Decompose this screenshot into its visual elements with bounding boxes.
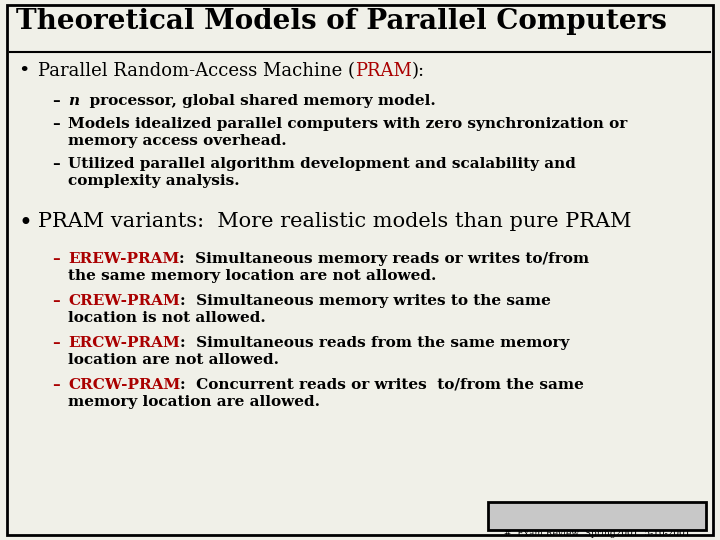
Text: CREW-PRAM: CREW-PRAM <box>68 294 180 308</box>
Text: –: – <box>52 378 60 392</box>
Text: complexity analysis.: complexity analysis. <box>68 174 240 188</box>
Text: :  Simultaneous memory reads or writes to/from: : Simultaneous memory reads or writes to… <box>179 252 590 266</box>
Text: EECC756 - Shaaban: EECC756 - Shaaban <box>497 507 697 525</box>
Text: –: – <box>52 252 60 266</box>
Text: #  Exam Review  Spring2001  5-10-2001: # Exam Review Spring2001 5-10-2001 <box>504 530 690 538</box>
Text: Models idealized parallel computers with zero synchronization or: Models idealized parallel computers with… <box>68 117 627 131</box>
Text: location are not allowed.: location are not allowed. <box>68 353 279 367</box>
Text: –: – <box>52 336 60 350</box>
Text: •: • <box>18 62 30 80</box>
Text: memory access overhead.: memory access overhead. <box>68 134 287 148</box>
Text: :  Concurrent reads or writes  to/from the same: : Concurrent reads or writes to/from the… <box>181 378 584 392</box>
Text: EREW-PRAM: EREW-PRAM <box>68 252 179 266</box>
Text: the same memory location are not allowed.: the same memory location are not allowed… <box>68 269 436 283</box>
Text: PRAM: PRAM <box>355 62 412 80</box>
Text: –: – <box>52 157 60 171</box>
Text: ERCW-PRAM: ERCW-PRAM <box>68 336 180 350</box>
Text: –: – <box>52 117 60 131</box>
Text: •: • <box>18 212 32 235</box>
Text: n: n <box>68 94 79 108</box>
Text: –: – <box>52 294 60 308</box>
Text: Theoretical Models of Parallel Computers: Theoretical Models of Parallel Computers <box>16 8 667 35</box>
Text: Utilized parallel algorithm development and scalability and: Utilized parallel algorithm development … <box>68 157 576 171</box>
Text: processor, global shared memory model.: processor, global shared memory model. <box>79 94 436 108</box>
Text: CRCW-PRAM: CRCW-PRAM <box>68 378 181 392</box>
Text: ):: ): <box>412 62 425 80</box>
Text: –: – <box>52 94 60 108</box>
Text: :  Simultaneous reads from the same memory: : Simultaneous reads from the same memor… <box>180 336 570 350</box>
Text: Parallel Random-Access Machine (: Parallel Random-Access Machine ( <box>38 62 355 80</box>
Text: memory location are allowed.: memory location are allowed. <box>68 395 320 409</box>
Text: :  Simultaneous memory writes to the same: : Simultaneous memory writes to the same <box>180 294 551 308</box>
Text: PRAM variants:  More realistic models than pure PRAM: PRAM variants: More realistic models tha… <box>38 212 631 231</box>
Text: location is not allowed.: location is not allowed. <box>68 311 266 325</box>
